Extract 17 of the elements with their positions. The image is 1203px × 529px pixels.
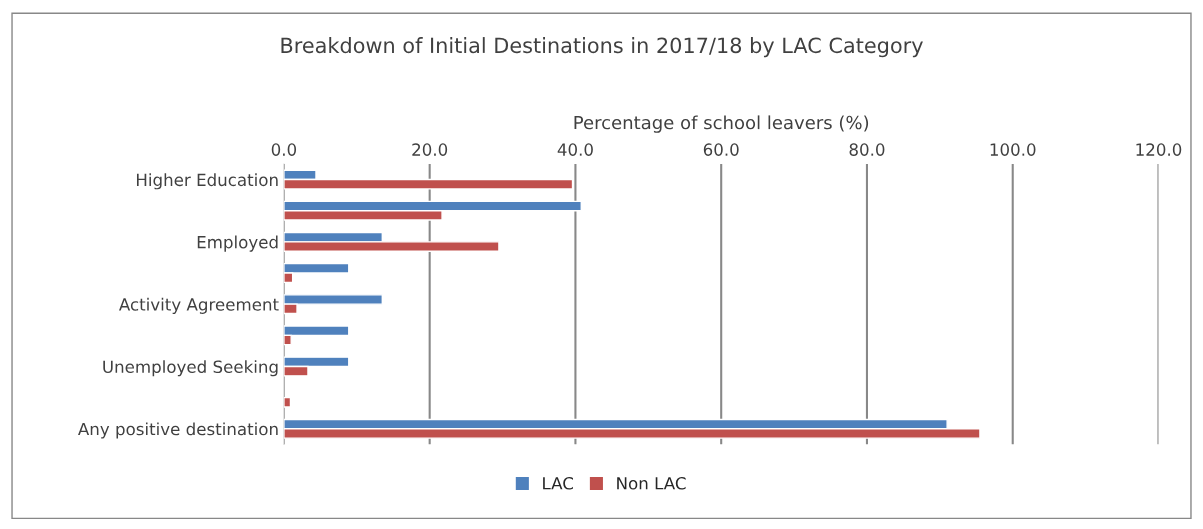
x-tick-label: 60.0 xyxy=(703,143,739,156)
y-tick-label: Any positive destination xyxy=(78,422,278,439)
x-tick-label: 40.0 xyxy=(557,143,593,156)
x-tick-label: 0.0 xyxy=(271,143,297,156)
legend-label: Non LAC xyxy=(617,477,686,490)
y-tick-label: Employed xyxy=(197,235,278,252)
x-tick-label: 100.0 xyxy=(990,143,1036,156)
x-axis-title: Percentage of school leavers (%) xyxy=(574,115,869,133)
y-tick-label: Unemployed Seeking xyxy=(103,360,278,377)
bar xyxy=(283,396,292,408)
chart-title: Breakdown of Initial Destinations in 2017/18 by LAC Category xyxy=(281,37,923,58)
x-tick-label: 80.0 xyxy=(849,143,885,156)
x-tick-label: 120.0 xyxy=(1136,143,1182,156)
y-tick-label: Higher Education xyxy=(136,173,278,190)
y-tick-label: Activity Agreement xyxy=(118,297,279,314)
x-tick-label: 20.0 xyxy=(412,143,448,156)
legend-label: LAC xyxy=(543,477,573,490)
